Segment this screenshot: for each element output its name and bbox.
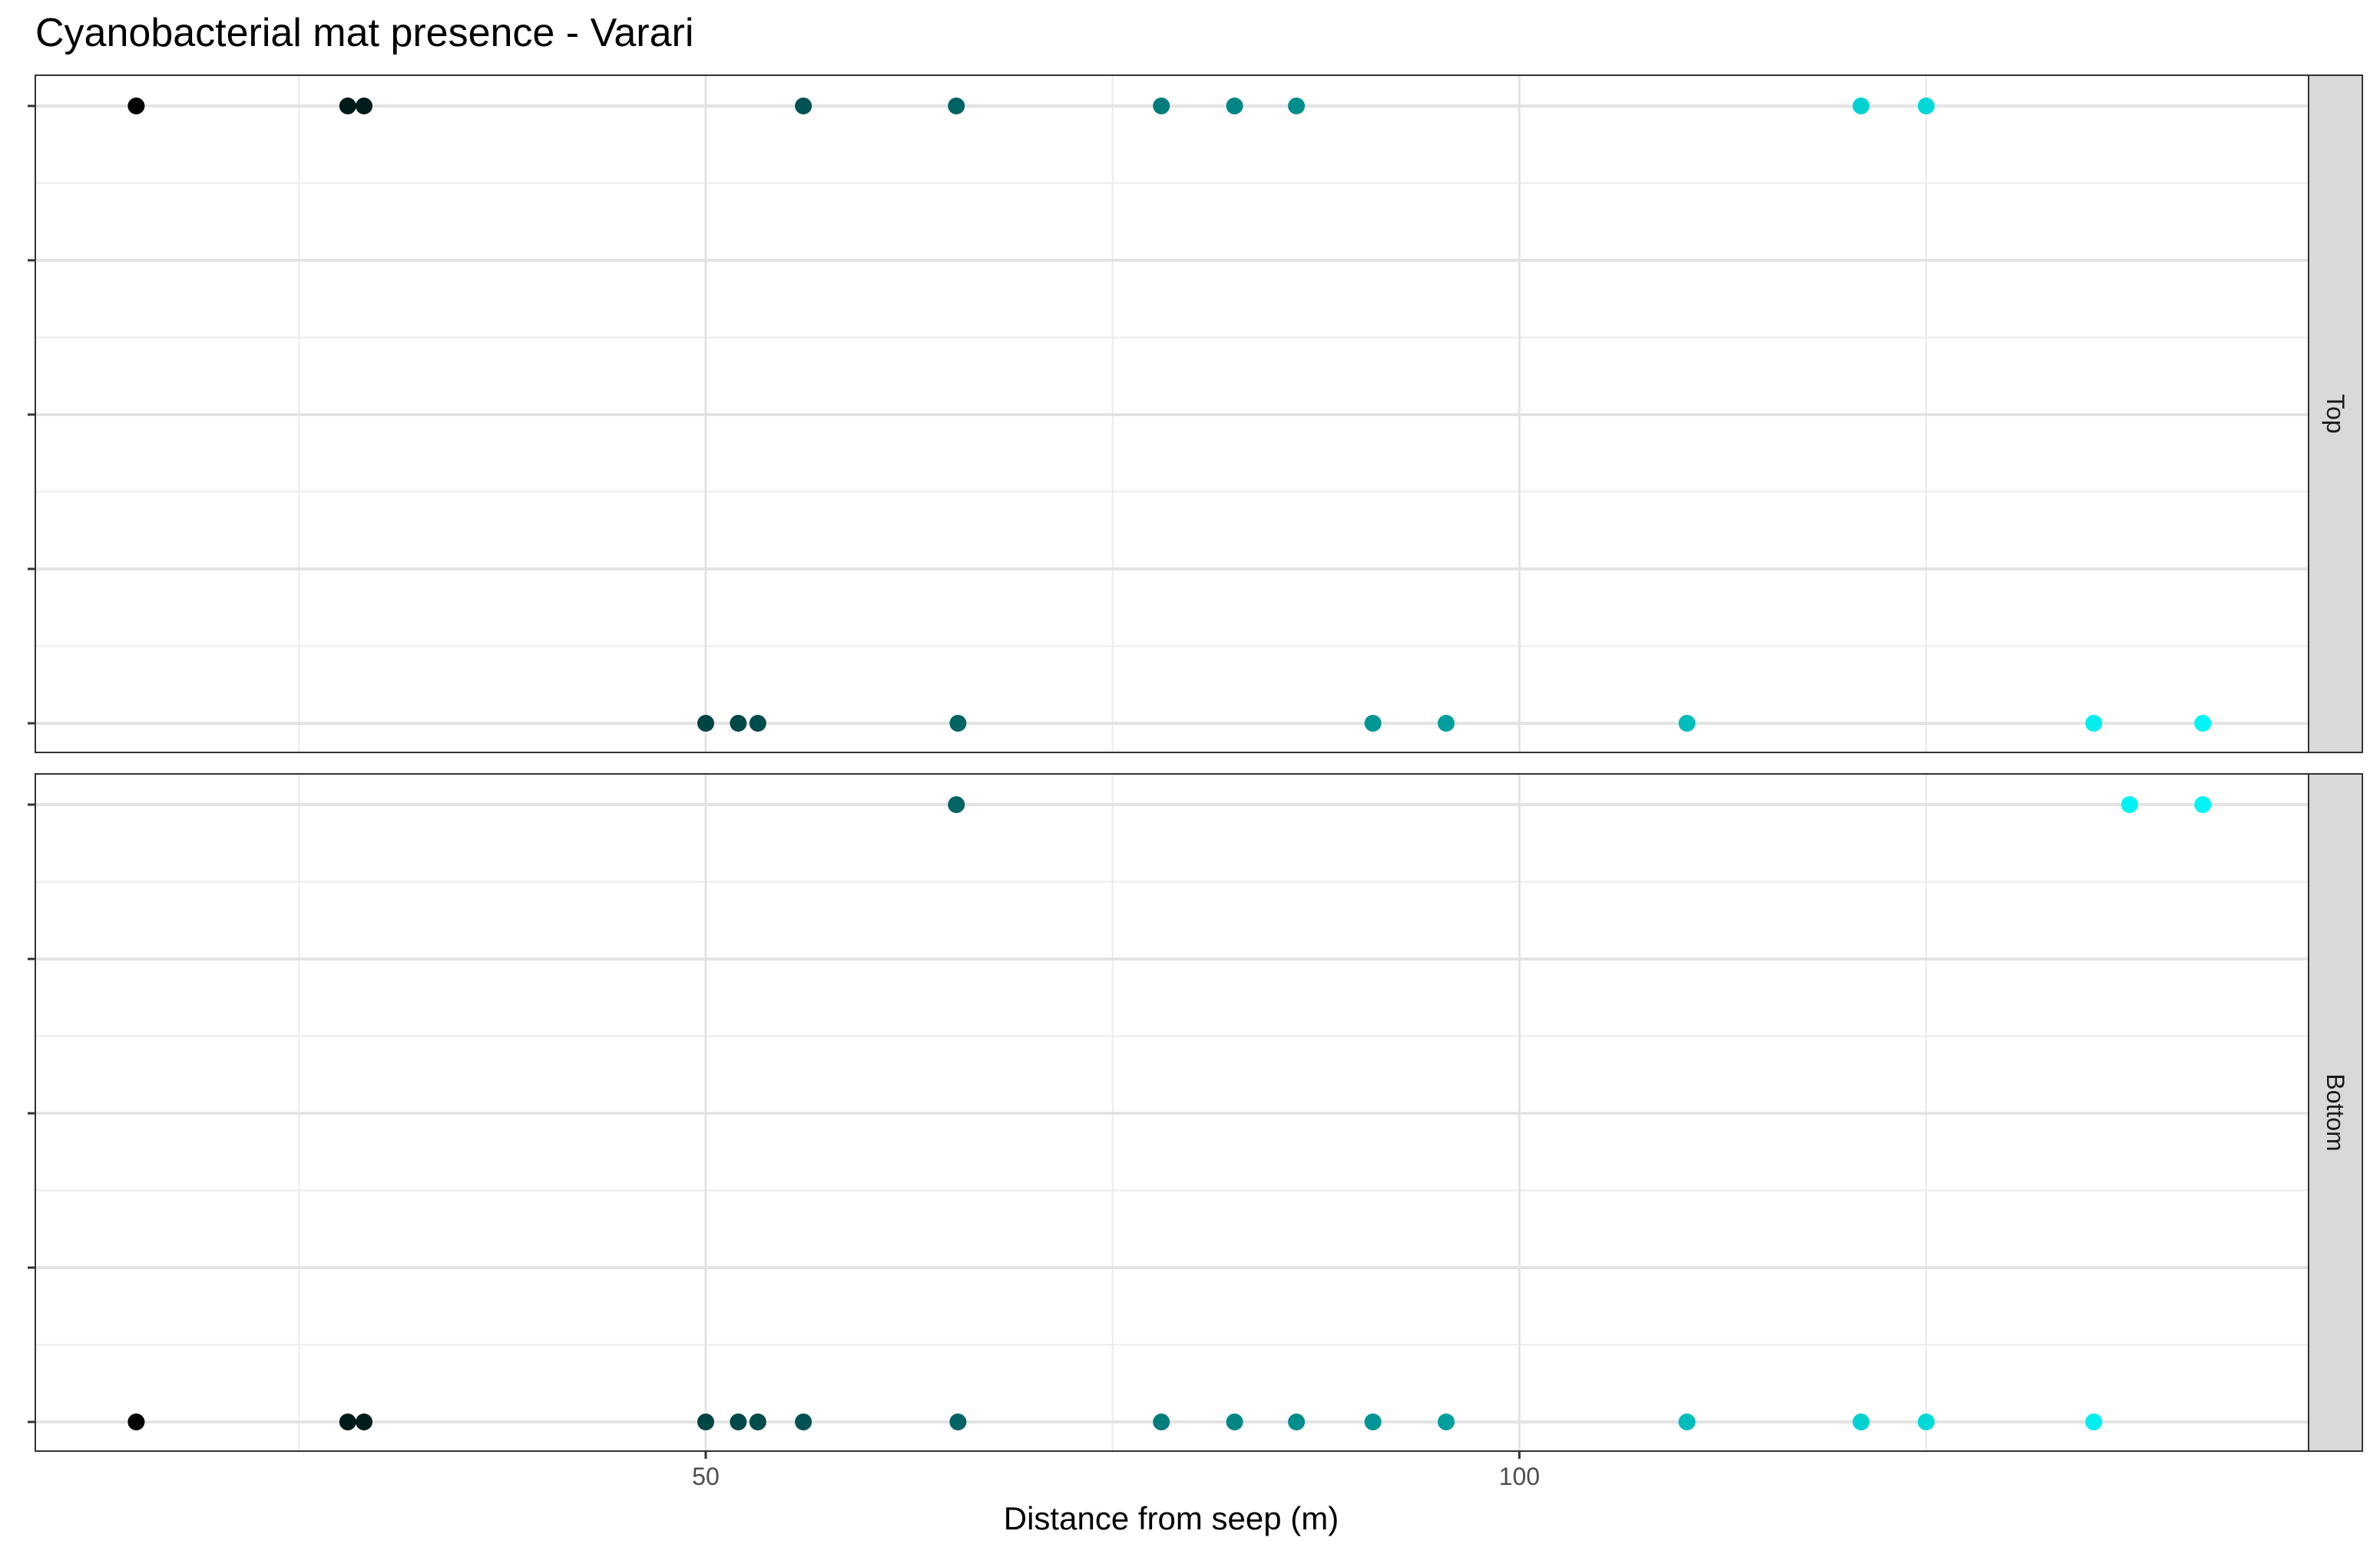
facet-strip-label: Bottom	[2322, 1073, 2349, 1151]
data-point	[127, 98, 145, 114]
data-point	[2120, 796, 2138, 813]
data-point	[1364, 1413, 1382, 1430]
data-point	[339, 98, 356, 114]
panel-bottom: Bottom	[28, 773, 2363, 1452]
data-point	[2194, 715, 2212, 732]
data-point	[2085, 715, 2103, 732]
data-point	[730, 1413, 747, 1430]
facet-strip-label: Top	[2322, 394, 2349, 434]
data-point	[356, 1413, 373, 1430]
data-point	[1852, 98, 1870, 114]
data-point	[697, 715, 714, 732]
data-point	[1438, 1413, 1455, 1430]
chart-title: Cyanobacterial mat presence - Varari	[35, 11, 693, 55]
data-point	[795, 98, 813, 114]
panel-top: Top	[28, 74, 2363, 753]
data-point	[1288, 1413, 1306, 1430]
data-point	[1226, 1413, 1243, 1430]
data-point	[697, 1413, 714, 1430]
data-point	[1153, 98, 1170, 114]
data-point	[749, 1413, 766, 1430]
data-point	[1678, 1413, 1696, 1430]
data-point	[1852, 1413, 1870, 1430]
facet-strip	[2308, 74, 2363, 753]
data-point	[948, 98, 965, 114]
data-point	[127, 1413, 145, 1430]
data-point	[749, 715, 766, 732]
data-point	[1918, 98, 1935, 114]
data-point	[949, 1413, 967, 1430]
data-point	[2194, 796, 2212, 813]
x-axis: 50 100	[692, 1451, 1540, 1490]
data-point	[1438, 715, 1455, 732]
panels: Top Bottom	[28, 74, 2363, 1452]
data-point	[339, 1413, 356, 1430]
data-point	[356, 98, 373, 114]
x-tick-label: 100	[1499, 1463, 1540, 1490]
data-point	[1918, 1413, 1935, 1430]
data-point	[1226, 98, 1243, 114]
data-point	[948, 796, 965, 813]
x-axis-title: Distance from seep (m)	[1004, 1500, 1339, 1536]
data-point	[1678, 715, 1696, 732]
data-point	[795, 1413, 813, 1430]
facet-strip	[2308, 773, 2363, 1452]
data-point	[949, 715, 967, 732]
data-point	[1153, 1413, 1170, 1430]
data-point	[730, 715, 747, 732]
x-tick-label: 50	[692, 1463, 720, 1490]
data-point	[1288, 98, 1306, 114]
data-point	[2085, 1413, 2103, 1430]
data-point	[1364, 715, 1382, 732]
